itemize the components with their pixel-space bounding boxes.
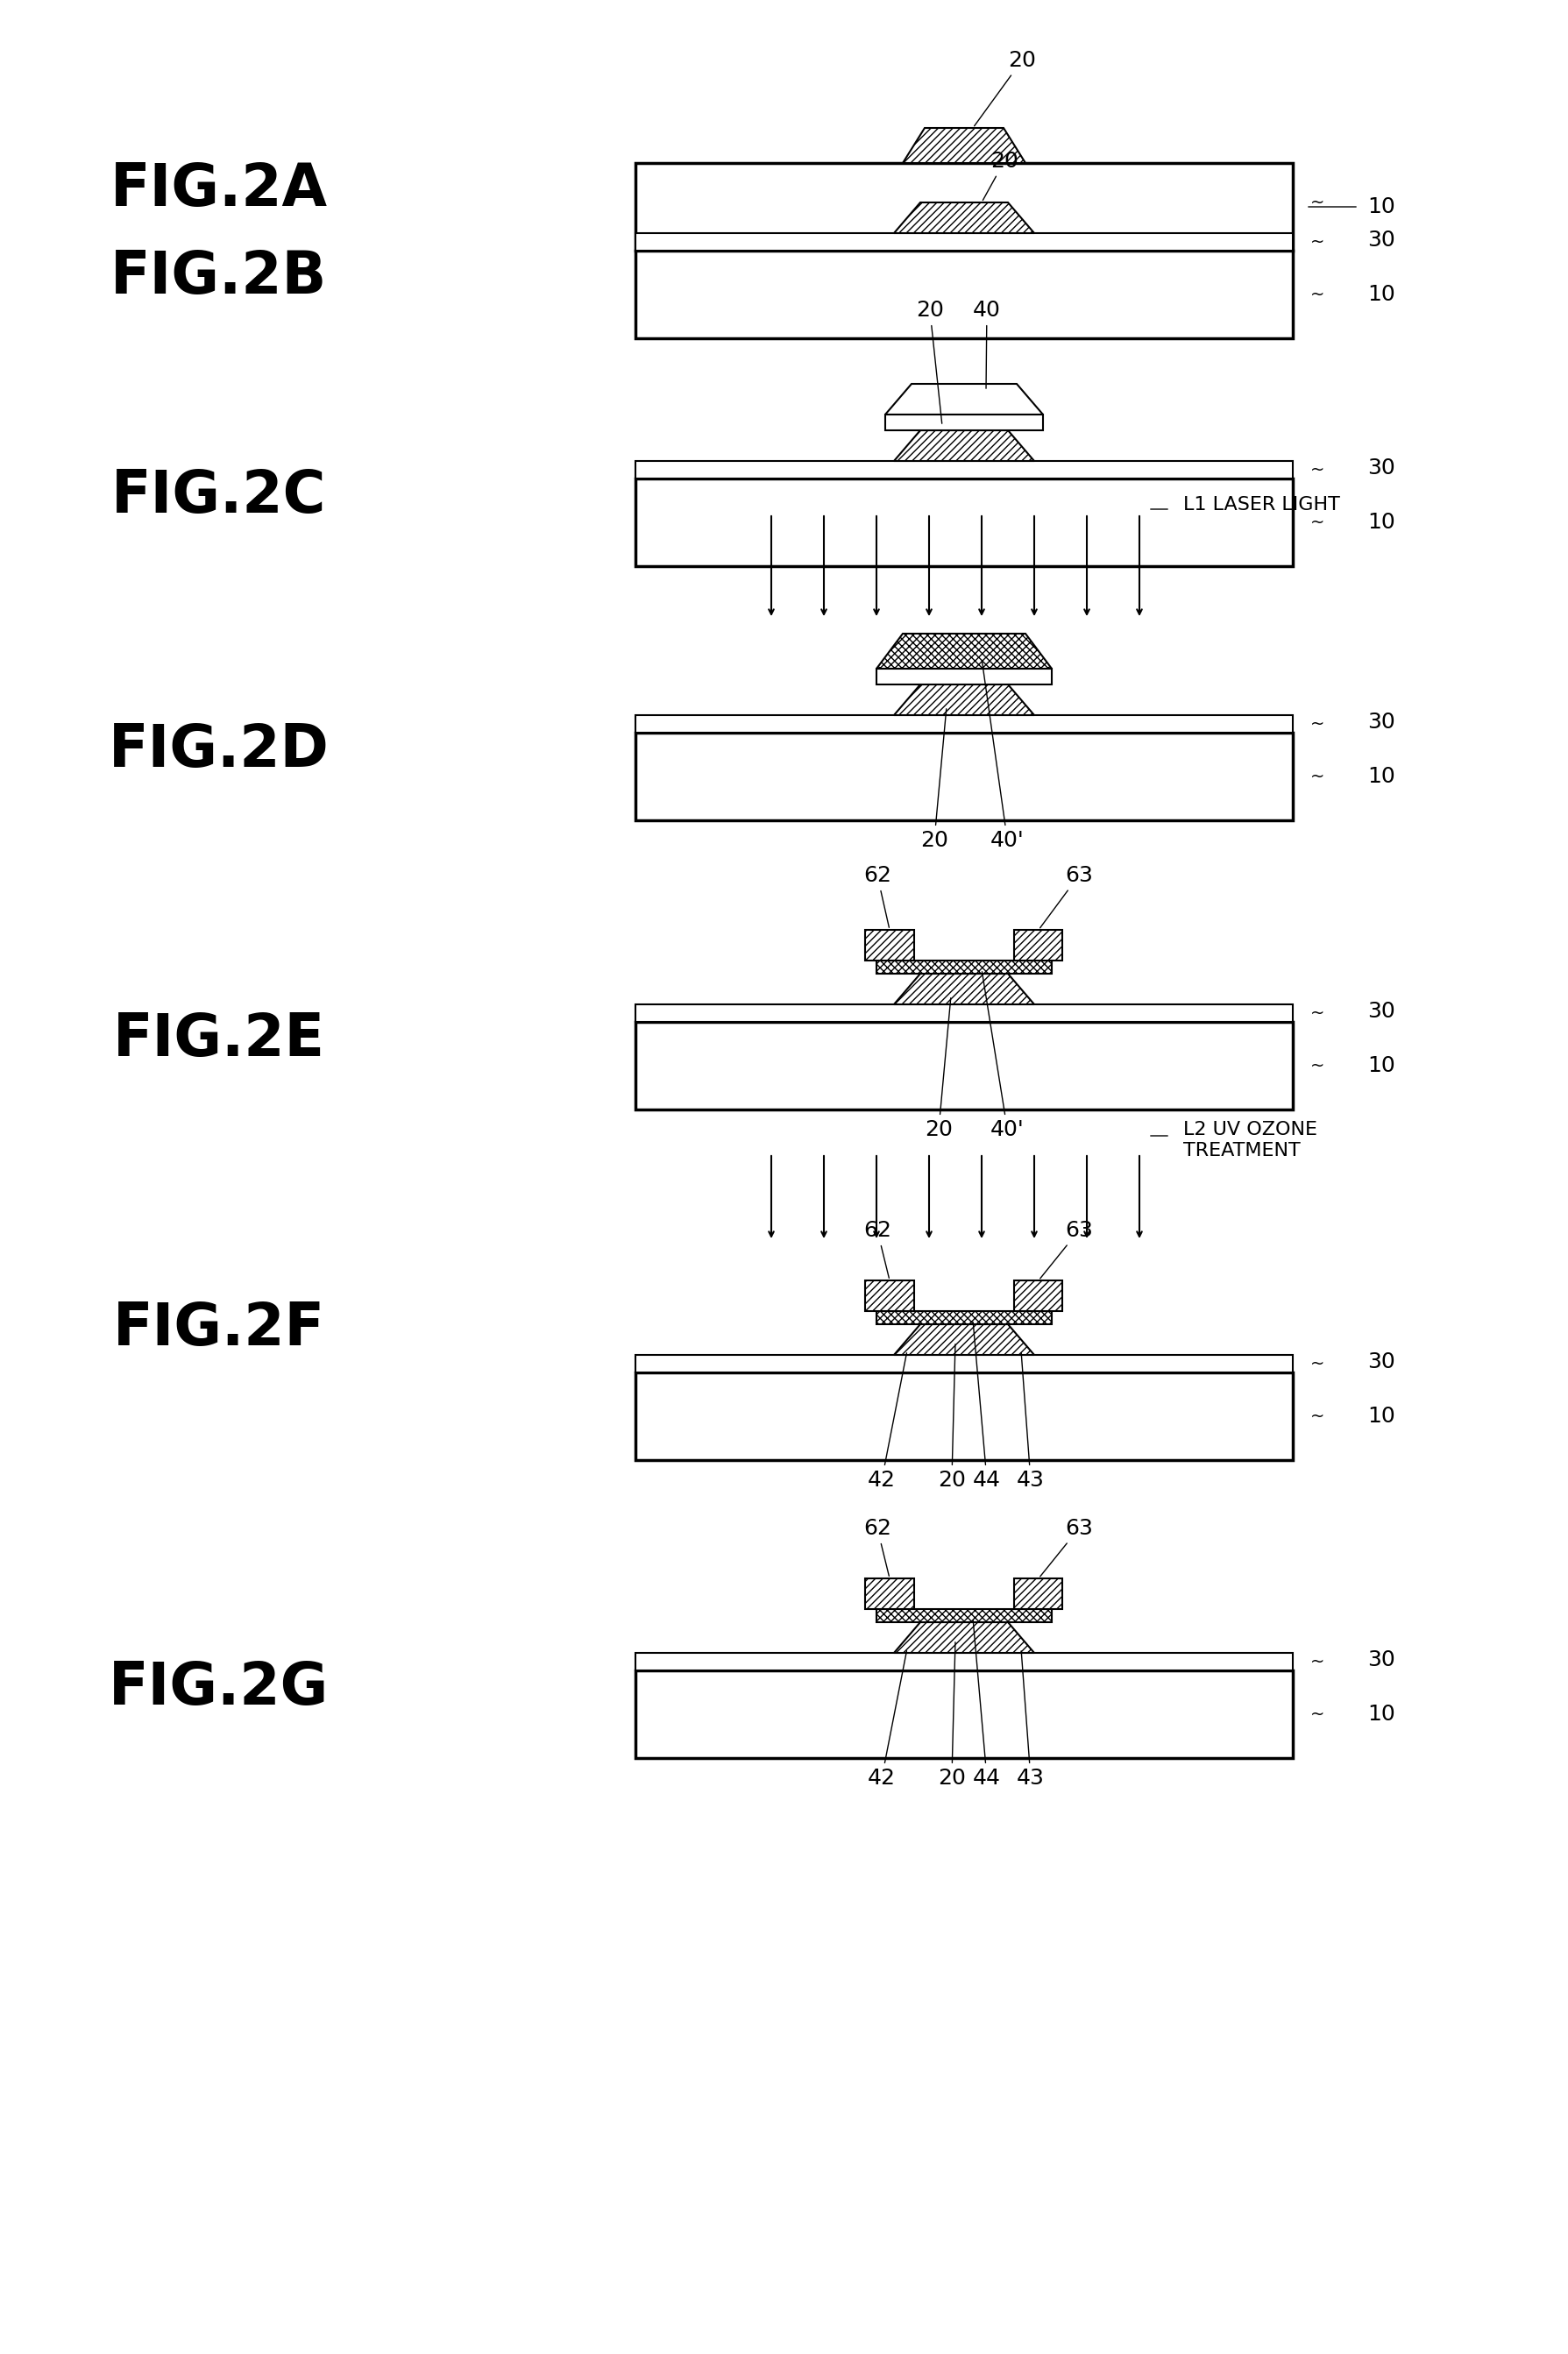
Polygon shape (877, 633, 1052, 669)
FancyBboxPatch shape (635, 162, 1292, 250)
Text: 30: 30 (1367, 1000, 1396, 1022)
Text: L2 UV OZONE
TREATMENT: L2 UV OZONE TREATMENT (1184, 1121, 1317, 1161)
FancyBboxPatch shape (635, 478, 1292, 567)
Text: 10: 10 (1367, 285, 1396, 306)
FancyBboxPatch shape (866, 1580, 914, 1610)
Text: 63: 63 (1040, 864, 1093, 927)
Text: ~: ~ (1311, 233, 1325, 250)
Text: FIG.2D: FIG.2D (108, 720, 329, 779)
Text: 20: 20 (938, 1344, 966, 1490)
Text: ~: ~ (1311, 767, 1325, 784)
Text: 30: 30 (1367, 1650, 1396, 1671)
Text: 10: 10 (1367, 1405, 1396, 1427)
FancyBboxPatch shape (635, 1022, 1292, 1109)
FancyBboxPatch shape (877, 1311, 1052, 1325)
Text: ~: ~ (1311, 287, 1325, 304)
Text: 10: 10 (1367, 195, 1396, 217)
Text: 43: 43 (1016, 1354, 1044, 1490)
FancyBboxPatch shape (635, 461, 1292, 478)
Text: 10: 10 (1367, 765, 1396, 786)
Text: FIG.2G: FIG.2G (110, 1660, 329, 1716)
Polygon shape (894, 685, 1035, 716)
FancyBboxPatch shape (635, 250, 1292, 339)
Polygon shape (903, 127, 1025, 162)
FancyBboxPatch shape (635, 1372, 1292, 1459)
Text: 42: 42 (867, 1354, 906, 1490)
Text: FIG.2E: FIG.2E (113, 1010, 325, 1069)
Text: 62: 62 (864, 1518, 891, 1577)
FancyBboxPatch shape (866, 930, 914, 960)
FancyBboxPatch shape (1014, 1281, 1063, 1311)
FancyBboxPatch shape (877, 1610, 1052, 1622)
Text: 40': 40' (982, 661, 1024, 852)
Text: 20: 20 (925, 998, 953, 1139)
Text: FIG.2C: FIG.2C (111, 466, 326, 525)
Text: 62: 62 (864, 1219, 891, 1278)
Text: ~: ~ (1311, 193, 1325, 212)
Polygon shape (894, 202, 1035, 233)
Text: ~: ~ (1311, 513, 1325, 530)
Text: ~: ~ (1311, 1653, 1325, 1669)
Text: ~: ~ (1311, 1408, 1325, 1424)
Text: 63: 63 (1040, 1518, 1093, 1577)
Text: 43: 43 (1016, 1650, 1044, 1789)
FancyBboxPatch shape (635, 732, 1292, 819)
Text: ~: ~ (1311, 1005, 1325, 1022)
Text: 20: 20 (974, 49, 1036, 127)
Text: 30: 30 (1367, 231, 1396, 250)
Polygon shape (886, 384, 1043, 414)
Text: 62: 62 (864, 864, 891, 927)
FancyBboxPatch shape (877, 669, 1052, 685)
Polygon shape (894, 1325, 1035, 1356)
Text: FIG.2B: FIG.2B (111, 247, 328, 306)
Text: 10: 10 (1367, 1055, 1396, 1076)
Text: 10: 10 (1367, 511, 1396, 532)
Text: 40': 40' (982, 972, 1024, 1139)
Text: 20: 20 (938, 1643, 966, 1789)
Text: ~: ~ (1311, 1356, 1325, 1372)
FancyBboxPatch shape (635, 1671, 1292, 1758)
Text: FIG.2A: FIG.2A (110, 160, 328, 219)
Text: 63: 63 (1040, 1219, 1093, 1278)
Text: 30: 30 (1367, 457, 1396, 478)
Text: ~: ~ (1311, 1707, 1325, 1723)
FancyBboxPatch shape (886, 414, 1043, 431)
FancyBboxPatch shape (635, 1356, 1292, 1372)
Text: 10: 10 (1367, 1704, 1396, 1725)
FancyBboxPatch shape (635, 716, 1292, 732)
Text: ~: ~ (1311, 1057, 1325, 1073)
Text: 44: 44 (972, 1620, 1000, 1789)
Polygon shape (894, 431, 1035, 461)
Text: FIG.2F: FIG.2F (113, 1299, 325, 1358)
FancyBboxPatch shape (877, 960, 1052, 975)
Text: 20: 20 (916, 299, 944, 424)
FancyBboxPatch shape (1014, 1580, 1063, 1610)
Text: 20: 20 (920, 709, 949, 852)
Polygon shape (894, 975, 1035, 1005)
FancyBboxPatch shape (1014, 930, 1063, 960)
Text: 40: 40 (972, 299, 1000, 388)
Text: ~: ~ (1311, 716, 1325, 732)
Text: L1 LASER LIGHT: L1 LASER LIGHT (1184, 497, 1341, 513)
Text: 42: 42 (867, 1650, 906, 1789)
Polygon shape (894, 1622, 1035, 1653)
Text: 30: 30 (1367, 711, 1396, 732)
Text: 30: 30 (1367, 1351, 1396, 1372)
FancyBboxPatch shape (866, 1281, 914, 1311)
Text: ~: ~ (1311, 461, 1325, 478)
FancyBboxPatch shape (635, 233, 1292, 250)
FancyBboxPatch shape (635, 1005, 1292, 1022)
FancyBboxPatch shape (635, 1653, 1292, 1671)
Text: 44: 44 (972, 1323, 1000, 1490)
Text: 20: 20 (983, 151, 1018, 200)
